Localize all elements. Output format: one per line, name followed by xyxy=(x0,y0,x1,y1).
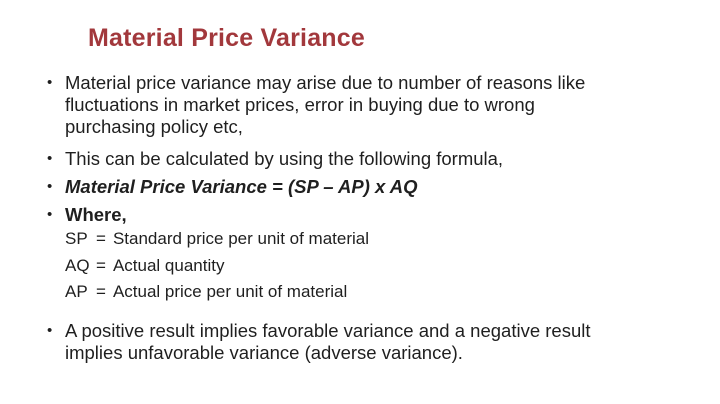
bullet-text: A positive result implies favorable vari… xyxy=(65,320,672,364)
definition-equals: = xyxy=(96,229,106,248)
where-label: Where, xyxy=(65,204,127,225)
definition-row: AQ = Actual quantity xyxy=(65,253,672,280)
definition-equals: = xyxy=(96,282,106,301)
definition-text: Standard price per unit of material xyxy=(112,229,370,248)
definition-text: Actual price per unit of material xyxy=(112,282,348,301)
bullet-item-where: • Where, xyxy=(47,204,672,226)
bullet-text-line: Material price variance may arise due to… xyxy=(65,72,586,93)
bullet-item-formula: • Material Price Variance = (SP – AP) x … xyxy=(47,176,672,198)
bullet-item-reasons: • Material price variance may arise due … xyxy=(47,72,672,138)
definition-abbr: SP xyxy=(65,229,88,248)
bullet-item-conclusion: • A positive result implies favorable va… xyxy=(47,320,672,364)
bullet-text-line: implies unfavorable variance (adverse va… xyxy=(65,341,463,363)
definition-equals: = xyxy=(96,255,106,275)
definition-abbr: AP xyxy=(65,282,88,301)
page-title: Material Price Variance xyxy=(88,24,365,52)
bullet-icon: • xyxy=(47,178,53,195)
definition-abbr: AQ xyxy=(65,255,90,275)
slide-content: • Material price variance may arise due … xyxy=(47,72,672,364)
definition-text: Actual quantity xyxy=(112,255,225,275)
bullet-text: This can be calculated by using the foll… xyxy=(65,148,504,169)
bullet-text-line: fluctuations in market prices, error in … xyxy=(65,94,535,115)
bullet-text-line: purchasing policy etc, xyxy=(65,116,243,137)
bullet-text-line: A positive result implies favorable vari… xyxy=(65,319,591,341)
bullet-item-formula-intro: • This can be calculated by using the fo… xyxy=(47,148,672,170)
definition-row: SP = Standard price per unit of material xyxy=(65,226,672,253)
bullet-icon: • xyxy=(47,74,53,91)
bullet-icon: • xyxy=(47,321,53,339)
bullet-icon: • xyxy=(47,206,53,223)
definitions-list: SP = Standard price per unit of material A… xyxy=(65,226,672,306)
definition-row: AP = Actual price per unit of material xyxy=(65,279,672,306)
bullet-icon: • xyxy=(47,150,53,167)
bullet-text: Material price variance may arise due to… xyxy=(65,72,672,138)
formula-text: Material Price Variance = (SP – AP) x AQ xyxy=(65,176,418,197)
